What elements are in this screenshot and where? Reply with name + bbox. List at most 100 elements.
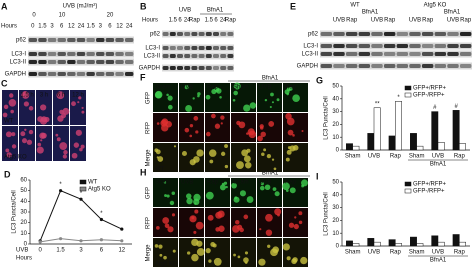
cell	[40, 139, 43, 142]
data-point	[99, 217, 103, 222]
cell	[285, 113, 292, 120]
lane-label: UVB	[447, 18, 459, 24]
cell	[57, 115, 64, 122]
x-tick-label: Rap	[390, 250, 402, 256]
band	[124, 38, 134, 42]
x-tick-label: UVB	[432, 250, 444, 256]
band	[57, 52, 66, 56]
bar	[416, 243, 424, 247]
significance: *	[80, 191, 83, 197]
cell	[223, 181, 228, 185]
row-label: p62	[150, 32, 161, 38]
bar	[410, 133, 417, 151]
cell	[158, 244, 163, 249]
band	[383, 32, 396, 36]
lane-label: 6	[178, 18, 182, 24]
cell	[184, 127, 190, 133]
cell	[231, 182, 237, 189]
cell	[292, 144, 299, 151]
band	[345, 52, 358, 56]
cell	[247, 128, 255, 136]
row-label: RFP	[146, 122, 152, 134]
cell	[2, 112, 8, 118]
lane-label: UVB	[333, 18, 345, 24]
band	[227, 54, 234, 58]
genotype-label: Atg5 KO	[4, 155, 27, 161]
band	[115, 52, 124, 56]
cell	[263, 148, 267, 152]
cell	[181, 150, 187, 156]
band	[169, 66, 176, 70]
cell	[233, 196, 240, 203]
row-label: LC3-I	[303, 44, 318, 50]
x-tick-label: Sham	[345, 250, 361, 256]
row-label: Merge	[146, 149, 152, 167]
bar	[388, 239, 396, 247]
cell	[191, 253, 199, 262]
cell	[205, 94, 211, 100]
column-label: Rap	[207, 180, 219, 186]
band	[447, 32, 459, 36]
legend-label: WT	[88, 180, 98, 186]
cell	[232, 98, 236, 102]
legend-label: GFP-/RFP+	[413, 93, 445, 99]
row-label: LC3-II	[10, 60, 27, 66]
column-label: UVB	[181, 180, 193, 186]
y-tick-label: 10	[20, 231, 27, 237]
legend-swatch	[404, 92, 412, 98]
lane-label: 1.5	[86, 24, 95, 30]
blot-strip	[320, 62, 472, 70]
band	[345, 64, 358, 68]
cell	[171, 213, 176, 217]
cell	[213, 257, 222, 266]
cell	[184, 85, 189, 90]
data-point	[79, 239, 83, 243]
time-label: 1.5 h	[20, 93, 33, 99]
bar	[395, 101, 402, 151]
cell	[78, 96, 82, 100]
cell	[249, 102, 257, 109]
hours-label: Hours	[1, 24, 17, 30]
band	[213, 54, 219, 58]
significance: #	[454, 104, 458, 110]
band	[76, 38, 86, 42]
band	[459, 52, 472, 56]
blot-strip	[162, 44, 234, 52]
legend-swatch	[79, 186, 87, 192]
legend-label: GFP-/RFP+	[413, 189, 445, 195]
band	[409, 52, 421, 56]
y-tick-label: 30	[332, 109, 339, 115]
cell	[195, 221, 204, 230]
cell	[272, 187, 277, 191]
x-tick-label: Sham	[409, 154, 425, 160]
micrograph	[231, 208, 256, 237]
band	[345, 32, 358, 36]
cell	[239, 227, 244, 233]
group-label: BfnA1	[430, 258, 447, 264]
row-label: Merge	[146, 244, 152, 262]
data-point	[120, 227, 124, 231]
band	[227, 46, 234, 50]
band	[184, 46, 191, 50]
dose-label: 10	[59, 13, 66, 19]
y-tick-label: 20	[20, 220, 27, 226]
bar	[373, 241, 381, 247]
cell	[292, 134, 295, 137]
cell	[287, 129, 294, 136]
band	[421, 52, 434, 56]
time-label: 12 h	[72, 93, 84, 99]
cell	[167, 226, 174, 233]
cell	[79, 147, 83, 152]
cell	[268, 121, 275, 127]
time-label: 6 h	[57, 93, 65, 99]
band	[177, 54, 183, 58]
band	[198, 54, 205, 58]
band	[320, 64, 333, 68]
cell	[28, 106, 34, 111]
cell	[211, 89, 217, 95]
y-tick-label: 40	[332, 192, 339, 198]
cell	[292, 257, 298, 263]
lane-label: 12	[68, 24, 75, 30]
cell	[292, 94, 300, 102]
